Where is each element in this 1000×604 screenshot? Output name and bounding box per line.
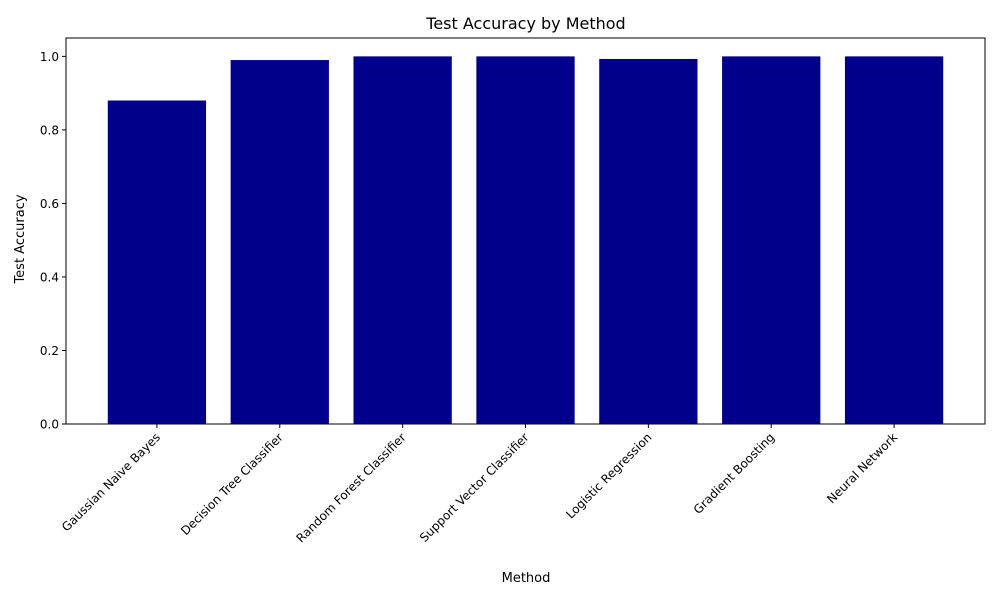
x-tick-label: Gaussian Naive Bayes — [59, 430, 163, 534]
y-tick-label: 0.2 — [40, 344, 59, 358]
x-tick-label: Neural Network — [824, 430, 900, 506]
y-tick-label: 1.0 — [40, 50, 59, 64]
x-tick-label: Logistic Regression — [563, 430, 654, 521]
x-tick-label: Gradient Boosting — [691, 430, 778, 517]
bar — [844, 56, 944, 424]
bar — [230, 60, 329, 425]
y-tick-label: 0.6 — [40, 197, 59, 211]
bar — [476, 56, 575, 424]
x-axis-label: Method — [502, 571, 551, 586]
bar — [599, 58, 698, 424]
y-tick-label: 0.4 — [40, 270, 59, 284]
plot-area: 0.0 0.2 0.4 0.6 0.8 1.0 Gaussian Naive Bayes De… — [40, 37, 986, 545]
x-tick-label: Decision Tree Classifier — [178, 430, 286, 538]
y-tick-label: 0.0 — [40, 418, 59, 432]
y-axis-label: Test Accuracy — [13, 194, 28, 284]
chart-title: Test Accuracy by Method — [425, 14, 625, 33]
bar — [107, 100, 207, 424]
bar — [353, 56, 452, 424]
x-tick-label: Random Forest Classifier — [294, 430, 409, 545]
plot-frame — [65, 37, 986, 425]
y-tick-label: 0.8 — [40, 123, 59, 137]
x-tick-label: Support Vector Classifier — [417, 430, 532, 545]
bar — [722, 56, 821, 424]
